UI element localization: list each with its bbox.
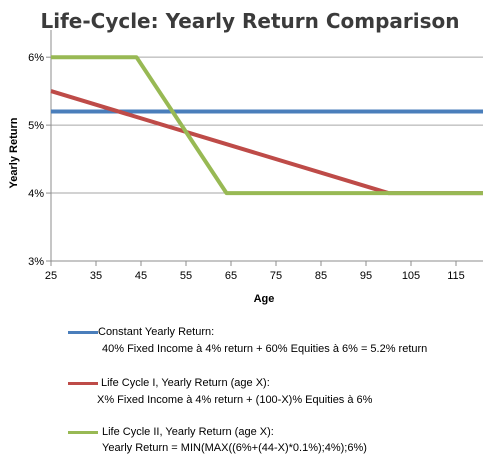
tick-labels: 3% 4% 5% 6% 25 35 45 55 65 75 85 95 105 115 xyxy=(28,52,465,282)
x-tick-label: 115 xyxy=(447,270,465,282)
x-tick-label: 75 xyxy=(270,270,282,282)
legend-formula-lifecycle-2: Yearly Return = MIN(MAX((6%+(44-X)*0.1%)… xyxy=(102,442,367,454)
x-tick-label: 45 xyxy=(135,270,147,282)
series-line-2 xyxy=(50,89,483,196)
y-tick-label: 6% xyxy=(28,52,44,64)
x-tick-label: 105 xyxy=(402,270,420,282)
legend-swatch-lifecycle-2 xyxy=(68,431,98,434)
series-line-3 xyxy=(51,55,483,196)
x-tick-label: 85 xyxy=(315,270,327,282)
x-axis-label: Age xyxy=(254,293,275,305)
legend-label-lifecycle-1: Life Cycle I, Yearly Return (age X): xyxy=(101,377,270,389)
y-axis-label: Yearly Return xyxy=(8,117,20,188)
axes xyxy=(46,30,483,266)
x-tick-label: 25 xyxy=(45,270,57,282)
y-tick-label: 5% xyxy=(28,120,44,132)
gridlines xyxy=(51,56,483,194)
x-tick-label: 35 xyxy=(90,270,102,282)
chart-title: Life-Cycle: Yearly Return Comparison xyxy=(40,9,459,33)
legend-formula-lifecycle-1: X% Fixed Income à 4% return + (100-X)% E… xyxy=(97,394,373,406)
legend-label-lifecycle-2: Life Cycle II, Yearly Return (age X): xyxy=(102,426,274,438)
x-tick-label: 95 xyxy=(360,270,372,282)
y-tick-label: 4% xyxy=(28,188,44,200)
series-lines xyxy=(50,55,483,196)
legend-formula-constant: 40% Fixed Income à 4% return + 60% Equit… xyxy=(102,343,428,355)
x-tick-label: 55 xyxy=(180,270,192,282)
legend-swatch-constant xyxy=(68,331,98,334)
y-tick-label: 3% xyxy=(28,256,44,268)
legend-swatch-lifecycle-1 xyxy=(68,382,98,385)
legend-label-constant: Constant Yearly Return: xyxy=(98,326,215,338)
x-tick-label: 65 xyxy=(225,270,237,282)
